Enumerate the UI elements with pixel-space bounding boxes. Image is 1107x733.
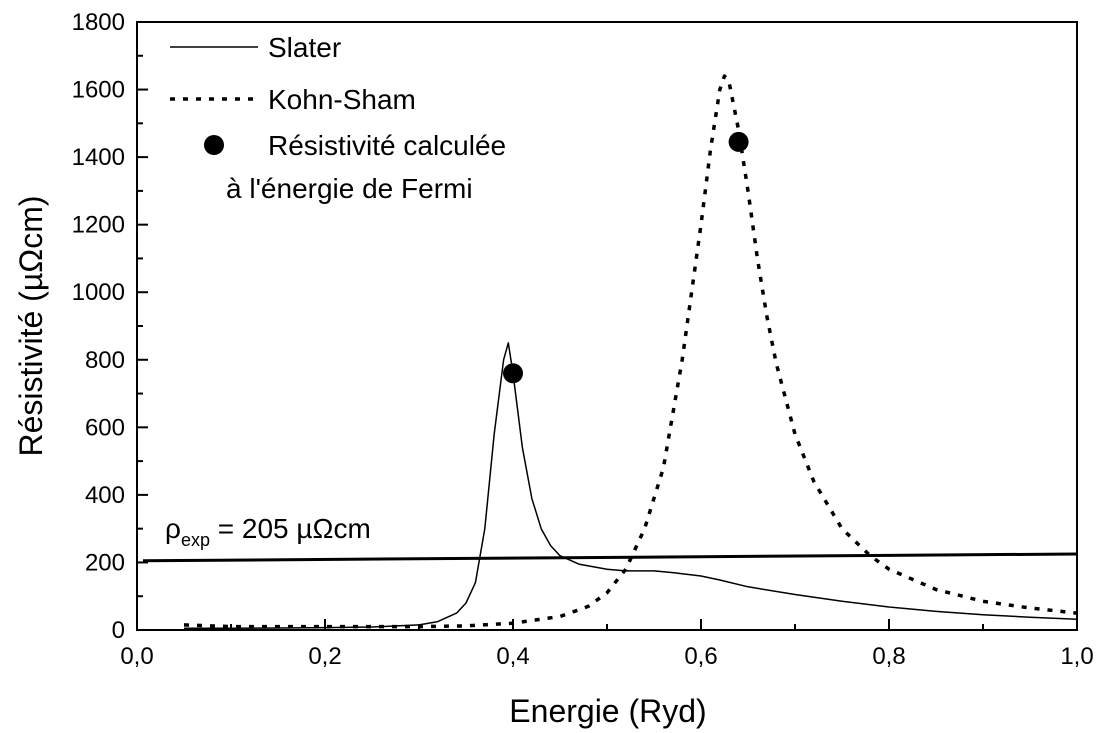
y-tick-label: 1600 (72, 77, 125, 104)
legend-marker-swatch (204, 135, 224, 155)
y-tick-label: 400 (85, 482, 125, 509)
calculated-resistivity-point (728, 131, 749, 152)
y-tick-label: 600 (85, 414, 125, 441)
y-tick-label: 200 (85, 549, 125, 576)
x-tick-label: 0,4 (496, 643, 529, 670)
reference-label-subscript: exp (181, 530, 210, 550)
slater-line (184, 342, 1078, 630)
kohn-sham-line (183, 74, 1078, 629)
x-tick-label: 0,8 (872, 643, 905, 670)
legend: Slater Kohn-Sham Résistivité calculée à l'é… (170, 32, 506, 204)
legend-marker-label: Résistivité calculée (268, 130, 506, 161)
y-axis-title: Résistivité (µΩcm) (13, 195, 49, 456)
legend-slater-label: Slater (268, 32, 341, 63)
y-tick-label: 800 (85, 347, 125, 374)
x-tick-label: 1,0 (1060, 643, 1093, 670)
tick-labels: 0,0 0,2 0,4 0,6 0,8 1,0 0 200 400 600 800 1000 1200 1… (72, 9, 1094, 670)
legend-marker-label-line2: à l'énergie de Fermi (226, 173, 473, 204)
x-tick-label: 0,2 (308, 643, 341, 670)
reference-label-value: = 205 µΩcm (210, 513, 371, 544)
y-tick-label: 0 (112, 617, 125, 644)
calculated-resistivity-point (503, 363, 523, 384)
legend-kohn-sham-label: Kohn-Sham (268, 84, 416, 115)
x-tick-label: 0,6 (684, 643, 717, 670)
experimental-reference-line (142, 552, 1078, 563)
y-tick-label: 1000 (72, 279, 125, 306)
y-tick-label: 1800 (72, 9, 125, 36)
reference-annotation: ρexp = 205 µΩcm (165, 513, 371, 550)
series-layer (142, 74, 1078, 630)
x-axis-title: Energie (Ryd) (509, 693, 706, 729)
reference-label: ρexp = 205 µΩcm (165, 513, 371, 550)
x-tick-label: 0,0 (120, 643, 153, 670)
y-tick-label: 1400 (72, 144, 125, 171)
y-tick-label: 1200 (72, 212, 125, 239)
reference-label-symbol: ρ (165, 513, 181, 544)
